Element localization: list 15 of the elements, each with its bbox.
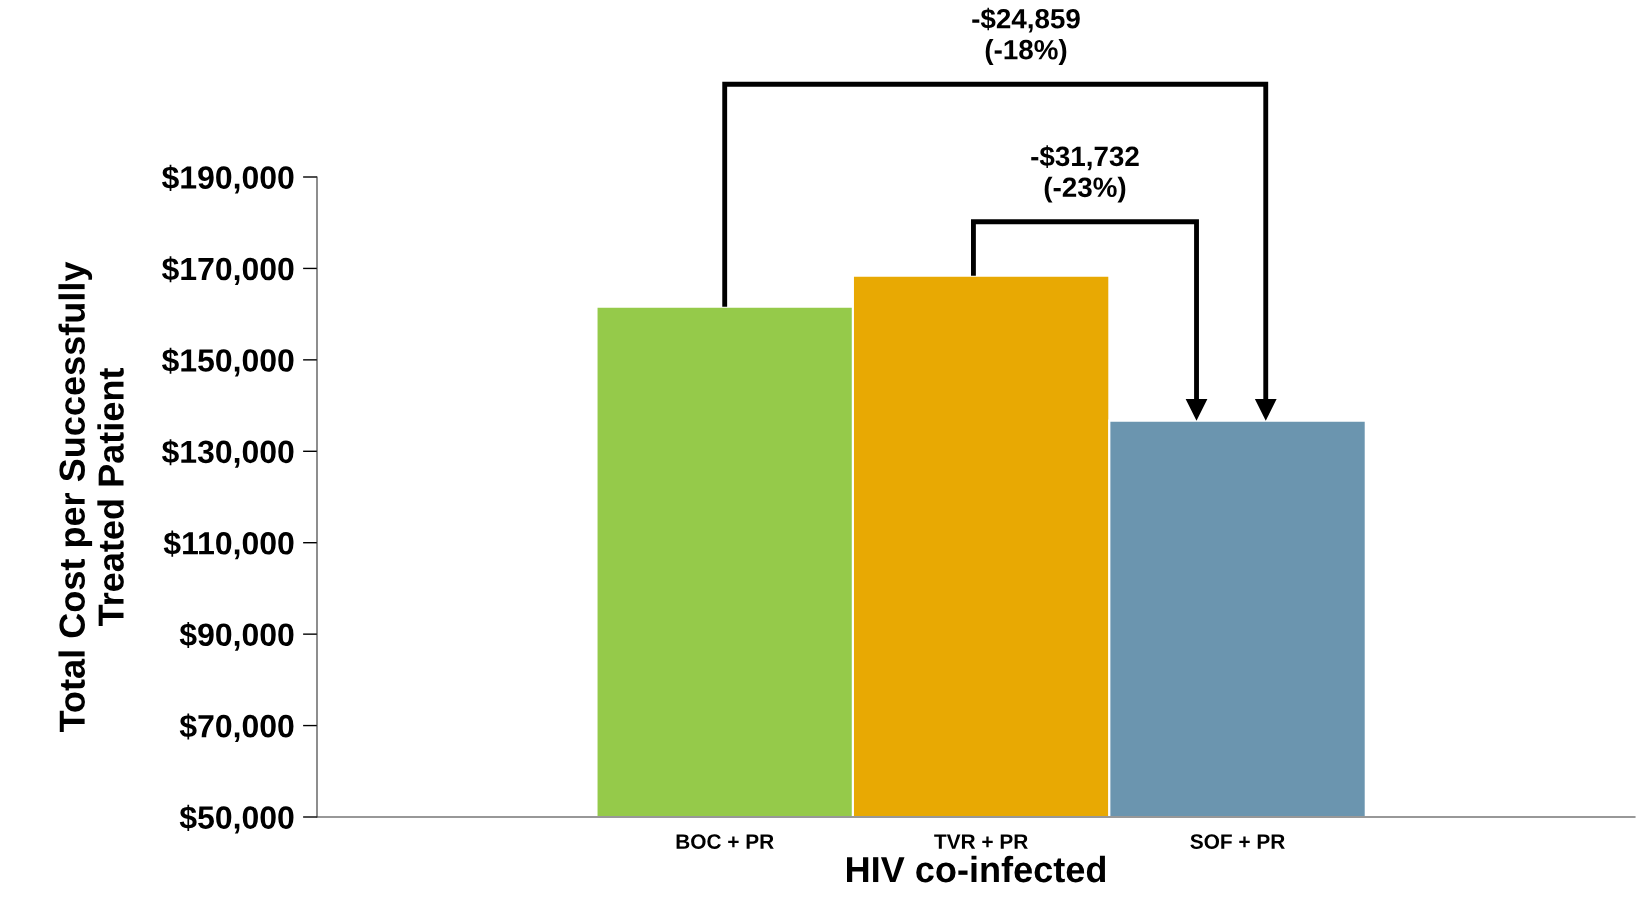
y-tick-label: $110,000 bbox=[163, 530, 294, 560]
y-tick-label: $130,000 bbox=[161, 439, 294, 468]
x-tick-label: BOC + PR bbox=[676, 834, 774, 849]
y-tick-label: $150,000 bbox=[161, 347, 294, 377]
y-tick-label: $170,000 bbox=[161, 256, 294, 285]
y-tick-label: $50,000 bbox=[179, 804, 294, 834]
y-tick-label: $70,000 bbox=[179, 713, 294, 743]
y-tick-label: $90,000 bbox=[179, 622, 294, 651]
x-tick-label: SOF + PR bbox=[1190, 834, 1285, 849]
y-tick-label: $190,000 bbox=[161, 164, 294, 194]
x-axis-title: HIV co-infected bbox=[847, 855, 1106, 883]
x-tick-label: TVR + PR bbox=[934, 834, 1028, 849]
annotation: -$31,732 (-23%) bbox=[1031, 145, 1139, 203]
y-axis-title: Total Cost per Successfully Treated Patient bbox=[58, 261, 124, 733]
text: -$24,859 (-18%) bbox=[972, 7, 1080, 65]
